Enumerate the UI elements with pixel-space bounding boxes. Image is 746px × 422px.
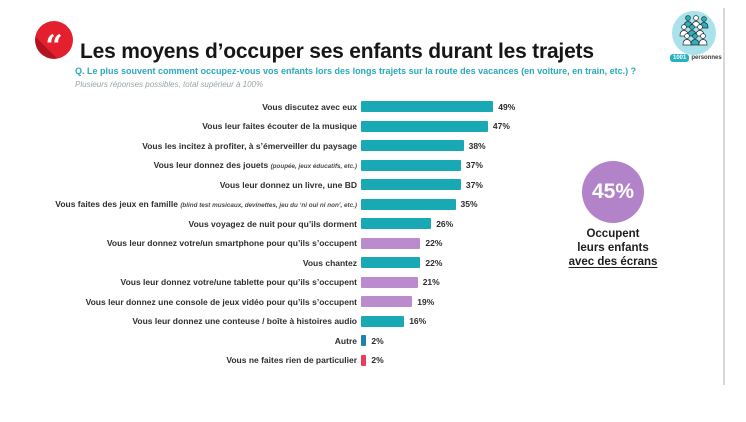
chart-row: Vous leur donnez une conteuse / boîte à … — [33, 312, 598, 332]
quote-glyph: “ — [45, 29, 63, 64]
chart-row: Vous leur faites écouter de la musique 47… — [33, 117, 598, 137]
bar-label: Autre — [334, 335, 357, 346]
bar — [361, 159, 461, 171]
bar — [361, 296, 413, 308]
bar — [361, 276, 418, 288]
chart-row: Vous chantez 22% — [33, 253, 598, 273]
bar-value: 22% — [425, 238, 443, 249]
chart-row: Vous voyagez de nuit pour qu’ils dorment… — [33, 214, 598, 234]
bar-label: Vous chantez — [302, 257, 357, 268]
bar-value: 49% — [498, 101, 516, 112]
quote-icon: “ — [35, 21, 73, 64]
bar-label: Vous leur donnez un livre, une BD — [219, 179, 357, 190]
caption-line-3: avec des écrans — [568, 256, 658, 269]
highlight-value: 45% — [591, 180, 635, 203]
bar — [361, 354, 367, 366]
logo-count-badge: 1001 — [670, 54, 690, 62]
chart-row: Vous discutez avec eux 49% — [33, 97, 598, 117]
bar-label: Vous leur donnez une conteuse / boîte à … — [132, 316, 357, 327]
page-title: Les moyens d’occuper ses enfants durant … — [80, 40, 594, 64]
bar-value: 47% — [492, 121, 510, 132]
bar-value: 37% — [465, 179, 483, 190]
people-group-icon — [679, 15, 709, 46]
bar — [361, 237, 421, 249]
bar-label: Vous leur donnez votre/un smartphone pou… — [106, 238, 357, 249]
bar-value: 19% — [417, 296, 435, 307]
bar — [361, 120, 488, 132]
bar — [361, 140, 464, 152]
bar-label: Vous faites des jeux en famille (blind t… — [55, 199, 357, 210]
scrollbar[interactable] — [723, 8, 725, 385]
bar-value: 16% — [409, 316, 427, 327]
caption-line-2: leurs enfants — [577, 242, 649, 255]
chart-row: Vous leur donnez votre/une tablette pour… — [33, 273, 598, 293]
chart-row: Vous les incitez à profiter, à s’émervei… — [33, 136, 598, 156]
bar-label: Vous leur donnez une console de jeux vid… — [85, 296, 357, 307]
bar — [361, 257, 421, 269]
bar-value: 26% — [436, 218, 454, 229]
chart-row: Vous faites des jeux en famille (blind t… — [33, 195, 598, 215]
survey-question: Q. Le plus souvent comment occupez-vous … — [75, 66, 637, 76]
highlight-caption: Occupent leurs enfants avec des écrans — [548, 227, 678, 269]
chart-row: Vous leur donnez votre/un smartphone pou… — [33, 234, 598, 254]
bar-label-note: (blind test musicaux, devinettes, jeu du… — [180, 202, 357, 210]
bar-chart: Vous discutez avec eux 49% Vous leur faite… — [33, 97, 598, 370]
bar — [361, 198, 456, 210]
bar — [361, 218, 432, 230]
bar-value: 2% — [371, 355, 384, 366]
bar-label: Vous ne faites rien de particulier — [226, 355, 357, 366]
bar — [361, 315, 405, 327]
bar-value: 38% — [468, 140, 486, 151]
bar — [361, 179, 461, 191]
chart-row: Vous ne faites rien de particulier 2% — [33, 351, 598, 371]
bar-value: 35% — [460, 199, 478, 210]
bar-value: 2% — [371, 335, 384, 346]
logo-label: personnes — [691, 55, 722, 61]
bar-label-note: (poupée, jeux éducatifs, etc.) — [270, 163, 357, 171]
chart-row: Autre 2% — [33, 331, 598, 351]
bar-value: 22% — [425, 257, 443, 268]
bar-label: Vous leur donnez votre/une tablette pour… — [120, 277, 357, 288]
bar-label: Vous voyagez de nuit pour qu’ils dorment — [188, 218, 357, 229]
bar — [361, 101, 494, 113]
survey-question-note: Plusieurs réponses possibles, total supé… — [75, 80, 264, 89]
bar-value: 21% — [422, 277, 440, 288]
highlight-circle: 45% — [582, 161, 644, 223]
bar — [361, 335, 367, 347]
bar-label: Vous les incitez à profiter, à s’émervei… — [142, 140, 357, 151]
chart-row: Vous leur donnez un livre, une BD 37% — [33, 175, 598, 195]
bar-label: Vous leur donnez des jouets (poupée, jeu… — [153, 160, 357, 171]
bar-label: Vous leur faites écouter de la musique — [202, 121, 357, 132]
logo-1001-personnes: 1001 personnes — [670, 11, 730, 63]
caption-line-1: Occupent — [586, 228, 640, 240]
bar-label: Vous discutez avec eux — [262, 101, 357, 112]
chart-row: Vous leur donnez des jouets (poupée, jeu… — [33, 156, 598, 176]
bar-value: 37% — [465, 160, 483, 171]
chart-row: Vous leur donnez une console de jeux vid… — [33, 292, 598, 312]
logo-caption: 1001 personnes — [670, 54, 722, 62]
